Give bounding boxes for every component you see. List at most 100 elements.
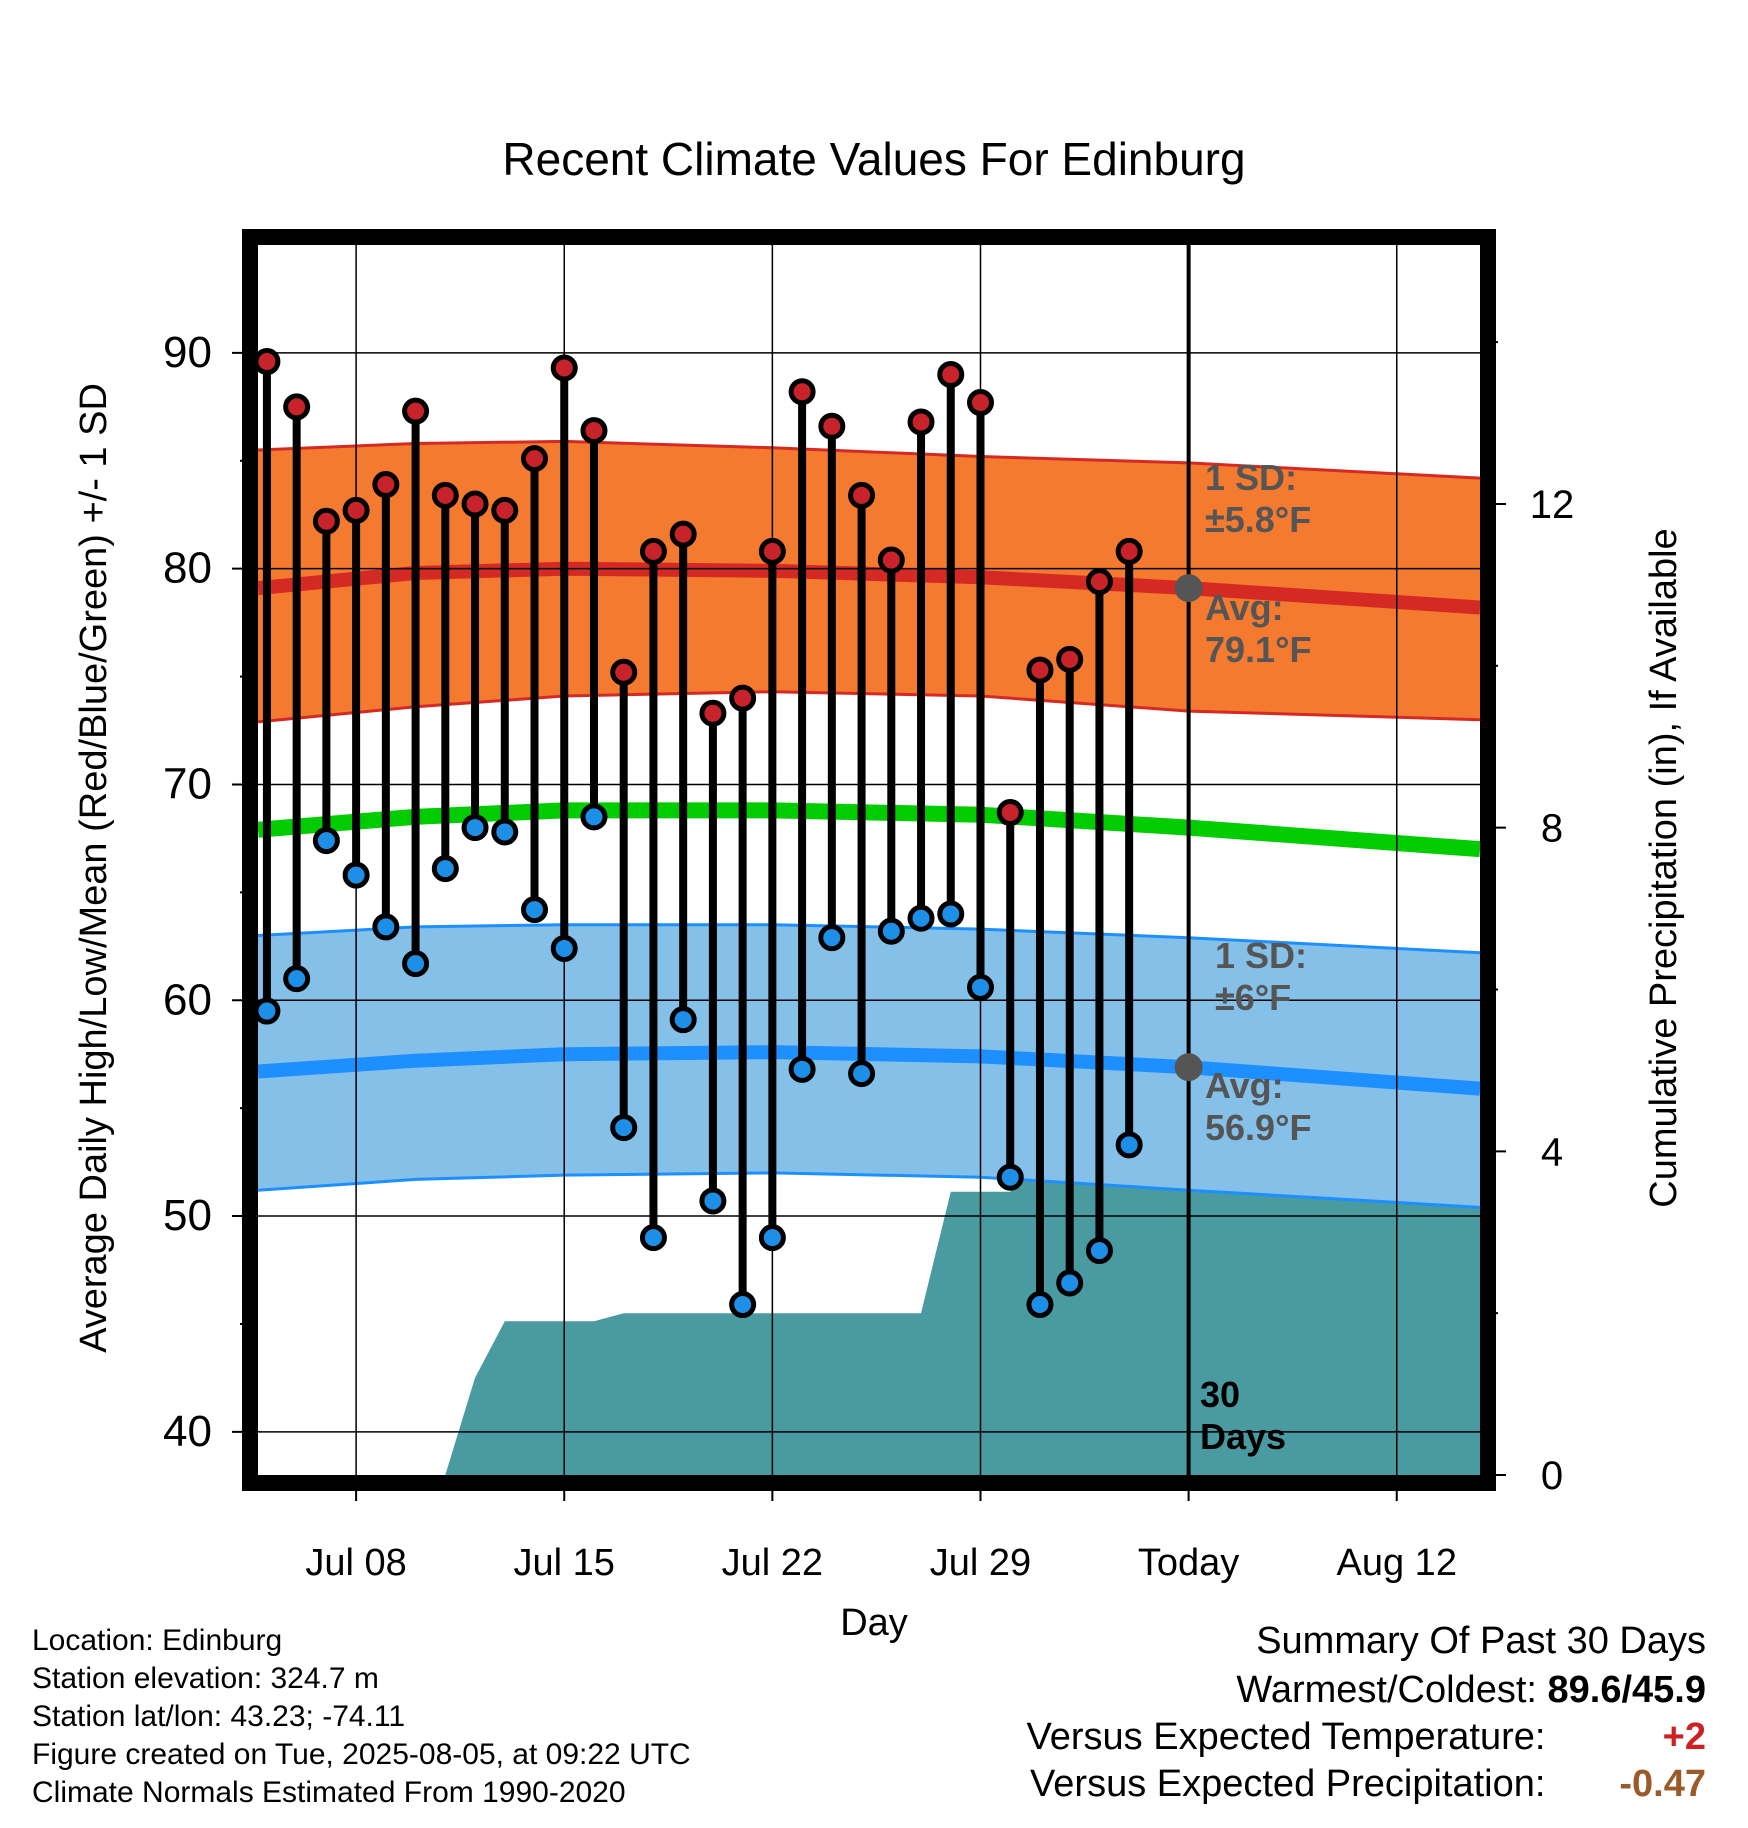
summary-temp-value: +2: [1662, 1716, 1706, 1758]
x-tick-label: Jul 22: [722, 1542, 823, 1584]
high-point: [431, 481, 459, 509]
x-tick-label: Jul 15: [514, 1542, 615, 1584]
low-point: [1026, 1291, 1054, 1319]
high-point: [639, 537, 667, 565]
summary-title: Summary Of Past 30 Days: [1256, 1620, 1706, 1662]
low-point: [491, 818, 519, 846]
low-point: [937, 900, 965, 928]
high-point: [818, 412, 846, 440]
low-point: [966, 973, 994, 1001]
normal-mean-line: [258, 802, 1480, 858]
high-point: [521, 445, 549, 473]
y-axis-label-right: Cumulative Precipitation (in), If Availa…: [1643, 528, 1685, 1207]
plot-frame: [242, 229, 1496, 1491]
info-latlon: Station lat/lon: 43.23; -74.11: [32, 1700, 406, 1733]
high-avg-annotation-line: Avg:: [1205, 587, 1284, 628]
high-point: [312, 507, 340, 535]
info-elevation: Station elevation: 324.7 m: [32, 1662, 379, 1695]
high-point: [610, 658, 638, 686]
high-point: [729, 684, 757, 712]
x-axis-label: Day: [840, 1602, 908, 1644]
summary-precip-value: -0.47: [1619, 1763, 1706, 1805]
summary-warm-label: Warmest/Coldest:: [1236, 1669, 1537, 1711]
high-avg-annotation: Avg: 79.1°F: [1205, 587, 1311, 670]
high-point: [907, 408, 935, 436]
low-point: [877, 917, 905, 945]
days-annotation-line: 30: [1200, 1374, 1240, 1415]
x-tick-label: Today: [1138, 1542, 1239, 1584]
high-point: [258, 348, 281, 376]
low-sd-annotation-line: 1 SD:: [1215, 935, 1307, 976]
station-info: Location: Edinburg Station elevation: 32…: [32, 1622, 691, 1812]
y-tick-label-left: 50: [163, 1191, 212, 1240]
high-point: [699, 699, 727, 727]
low-point: [996, 1163, 1024, 1191]
low-point: [258, 997, 281, 1025]
low-point: [431, 855, 459, 883]
low-sd-annotation: 1 SD: ±6°F: [1215, 935, 1307, 1018]
y-tick-label-left: 60: [163, 975, 212, 1024]
high-point: [283, 393, 311, 421]
low-point: [669, 1006, 697, 1034]
today-low-normal-marker: [1174, 1053, 1203, 1082]
low-point: [1115, 1131, 1143, 1159]
low-point: [818, 924, 846, 952]
high-point: [1026, 656, 1054, 684]
low-point: [1085, 1237, 1113, 1265]
low-point: [342, 861, 370, 889]
low-point: [1056, 1269, 1084, 1297]
high-point: [580, 417, 608, 445]
x-tick-label: Aug 12: [1337, 1542, 1457, 1584]
low-point: [312, 827, 340, 855]
days-annotation-line: Days: [1200, 1416, 1286, 1457]
y-tick-label-right: 0: [1541, 1454, 1563, 1498]
summary-warm-value: 89.6/45.9: [1547, 1669, 1706, 1711]
high-point: [372, 471, 400, 499]
high-point: [848, 481, 876, 509]
low-point: [848, 1060, 876, 1088]
info-created: Figure created on Tue, 2025-08-05, at 09…: [32, 1738, 691, 1771]
chart-title: Recent Climate Values For Edinburg: [502, 133, 1245, 185]
high-point: [669, 520, 697, 548]
low-point: [550, 934, 578, 962]
high-point: [402, 397, 430, 425]
low-point: [521, 896, 549, 924]
low-point: [729, 1291, 757, 1319]
low-sd-annotation-line: ±6°F: [1215, 977, 1291, 1018]
plot-layers: [258, 245, 1480, 1475]
x-tick-label: Jul 08: [305, 1542, 406, 1584]
low-point: [758, 1224, 786, 1252]
high-point: [788, 378, 816, 406]
y-tick-label-right: 8: [1541, 807, 1563, 851]
days-annotation: 30 Days: [1200, 1374, 1286, 1457]
low-point: [402, 950, 430, 978]
high-point: [1056, 645, 1084, 673]
y-tick-label-left: 70: [163, 759, 212, 808]
low-point: [283, 965, 311, 993]
low-point: [788, 1055, 816, 1083]
high-point: [937, 360, 965, 388]
high-point: [1085, 568, 1113, 596]
high-point: [758, 537, 786, 565]
low-avg-annotation: Avg: 56.9°F: [1205, 1065, 1311, 1148]
y-tick-label-right: 4: [1541, 1130, 1563, 1174]
low-point: [907, 904, 935, 932]
info-location: Location: Edinburg: [32, 1624, 283, 1657]
low-point: [461, 814, 489, 842]
high-sd-annotation-line: ±5.8°F: [1205, 499, 1311, 540]
low-avg-annotation-line: 56.9°F: [1205, 1107, 1311, 1148]
summary-temp-label: Versus Expected Temperature:: [1026, 1716, 1546, 1758]
y-axis-label-left: Average Daily High/Low/Mean (Red/Blue/Gr…: [73, 383, 115, 1353]
y-tick-label-left: 40: [163, 1407, 212, 1456]
high-point: [342, 496, 370, 524]
low-point: [610, 1114, 638, 1142]
low-point: [372, 913, 400, 941]
low-avg-annotation-line: Avg:: [1205, 1065, 1284, 1106]
today-high-normal-marker: [1174, 574, 1203, 603]
high-point: [877, 546, 905, 574]
high-avg-annotation-line: 79.1°F: [1205, 629, 1311, 670]
low-point: [699, 1187, 727, 1215]
summary-panel: Summary Of Past 30 Days Warmest/Coldest:…: [1027, 1620, 1706, 1806]
